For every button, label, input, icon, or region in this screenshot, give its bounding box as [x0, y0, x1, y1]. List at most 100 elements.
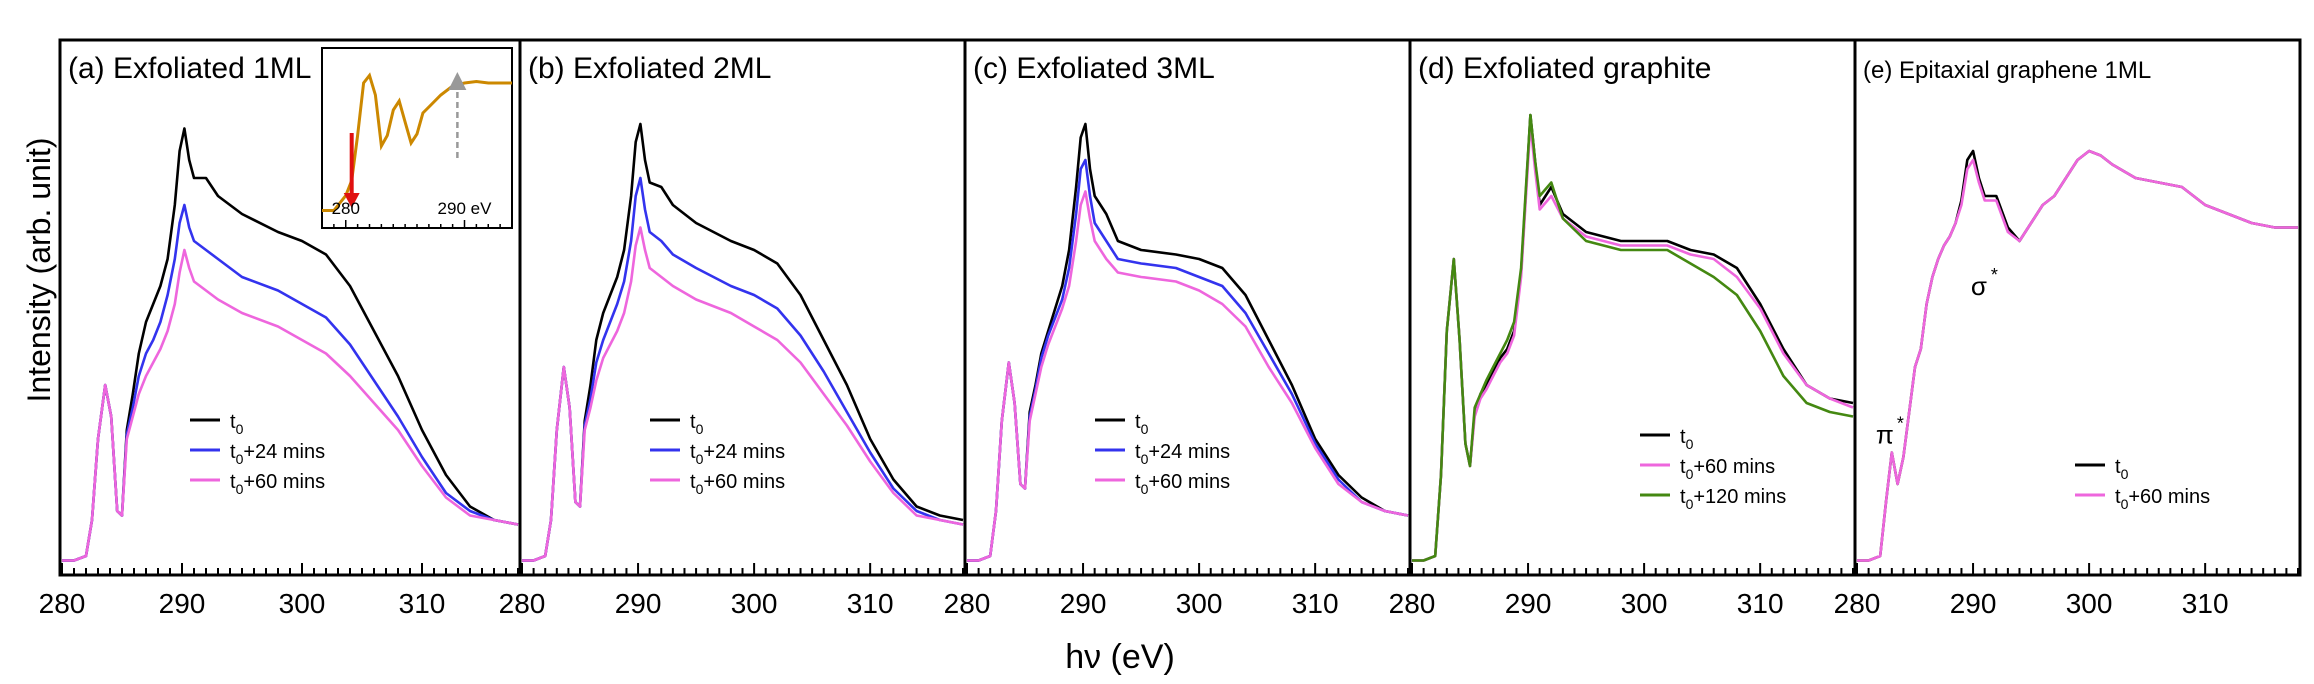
series-line-c-0: [967, 122, 1409, 562]
legend-label: t0+120 mins: [1680, 486, 1786, 512]
panel-title: (e) Epitaxial graphene 1ML: [1863, 57, 2151, 84]
x-tick-label: 300: [279, 588, 326, 619]
legend-label-t: t: [230, 411, 236, 433]
legend-label-t: t: [690, 471, 696, 493]
legend-label-rest: +60 mins: [243, 471, 325, 493]
panel-e: 280 290 300 310(e) Epitaxial graphene 1MLt0…: [1834, 38, 2302, 619]
x-axis-label: hν (eV): [1065, 638, 1175, 676]
legend-label: t0+24 mins: [230, 441, 325, 467]
gray-arrow-head-icon: [448, 72, 467, 90]
legend-label-t: t: [690, 411, 696, 433]
series-line-a-1: [62, 203, 519, 562]
x-tick-label: 310: [847, 588, 894, 619]
legend-label-rest: +60 mins: [2128, 486, 2210, 508]
series-line-e-0: [1857, 149, 2298, 562]
inset-tick-label: 280: [332, 199, 360, 218]
legend-label-sub: 0: [236, 421, 244, 437]
x-tick-label: 310: [2182, 588, 2229, 619]
legend-label-t: t: [690, 441, 696, 463]
x-tick-label: 280: [1834, 588, 1881, 619]
legend-label: t0: [690, 411, 704, 437]
legend-label-sub: 0: [696, 421, 704, 437]
x-tick-label: 300: [1176, 588, 1223, 619]
legend-label-sub: 0: [1686, 496, 1694, 512]
legend-label-rest: +24 mins: [703, 441, 785, 463]
legend-label-sub: 0: [1141, 451, 1149, 467]
series-line-a-2: [62, 248, 519, 562]
series-line-d-1: [1412, 122, 1854, 562]
series-line-c-2: [967, 190, 1409, 562]
legend-label-t: t: [2115, 456, 2121, 478]
annotation-sigma: σ: [1971, 271, 1987, 301]
legend-label: t0+60 mins: [230, 471, 325, 497]
legend-label-t: t: [1135, 471, 1141, 493]
x-tick-label: 280: [499, 588, 546, 619]
panel-title: (a) Exfoliated 1ML: [68, 52, 311, 85]
legend-label-sub: 0: [1141, 421, 1149, 437]
inset-tick-label: 290 eV: [438, 199, 493, 218]
legend-label-rest: +24 mins: [1148, 441, 1230, 463]
inset: 280 290 eV: [321, 47, 513, 229]
legend-label: t0: [1135, 411, 1149, 437]
series-line-c-1: [967, 158, 1409, 562]
legend-label-rest: +120 mins: [1693, 486, 1786, 508]
legend-label-t: t: [2115, 486, 2121, 508]
inset-line: [322, 72, 512, 212]
legend-label-sub: 0: [696, 451, 704, 467]
legend-label: t0: [230, 411, 244, 437]
legend-label-sub: 0: [236, 481, 244, 497]
x-tick-label: 290: [1505, 588, 1552, 619]
x-tick-label: 290: [1060, 588, 1107, 619]
legend-label: t0+60 mins: [1680, 456, 1775, 482]
x-tick-label: 310: [1737, 588, 1784, 619]
legend-label-sub: 0: [1141, 481, 1149, 497]
red-arrow-head-icon: [343, 193, 360, 208]
x-tick-label: 310: [1292, 588, 1339, 619]
annotation-star: *: [1991, 265, 1998, 285]
legend-label: t0+60 mins: [1135, 471, 1230, 497]
legend-label: t0+24 mins: [1135, 441, 1230, 467]
legend-label-t: t: [1135, 441, 1141, 463]
x-tick-label: 280: [944, 588, 991, 619]
legend-label-rest: +60 mins: [1693, 456, 1775, 478]
legend-label-sub: 0: [236, 451, 244, 467]
legend-label-t: t: [1680, 456, 1686, 478]
legend-label: t0: [2115, 456, 2129, 482]
panel-frame: [963, 38, 1412, 577]
legend-label-t: t: [1680, 426, 1686, 448]
x-tick-label: 280: [39, 588, 86, 619]
legend-label-t: t: [1680, 486, 1686, 508]
legend-label-sub: 0: [1686, 466, 1694, 482]
legend-label: t0+24 mins: [690, 441, 785, 467]
series-line-b-1: [522, 176, 964, 562]
x-tick-label: 280: [1389, 588, 1436, 619]
legend-label-rest: +24 mins: [243, 441, 325, 463]
annotation-pi: π: [1876, 420, 1894, 450]
series-line-d-2: [1412, 113, 1854, 562]
legend-label-t: t: [230, 441, 236, 463]
legend-label-rest: +60 mins: [1148, 471, 1230, 493]
x-tick-label: 290: [1950, 588, 1997, 619]
legend-label-sub: 0: [696, 481, 704, 497]
panel-d: 280 290 300 310(d) Exfoliated graphitet0t0+…: [1389, 38, 1857, 619]
x-tick-label: 310: [399, 588, 446, 619]
legend-label-sub: 0: [2121, 496, 2129, 512]
annotation-star: *: [1897, 414, 1904, 434]
legend-label: t0+60 mins: [2115, 486, 2210, 512]
x-tick-label: 290: [159, 588, 206, 619]
x-tick-label: 300: [731, 588, 778, 619]
legend-label-t: t: [1135, 411, 1141, 433]
y-axis-label: Intensity (arb. unit): [21, 138, 57, 403]
x-tick-label: 290: [615, 588, 662, 619]
legend-label-t: t: [230, 471, 236, 493]
legend-label: t0: [1680, 426, 1694, 452]
series-line-d-0: [1412, 113, 1854, 562]
panel-frame: [1408, 38, 1857, 577]
x-tick-label: 300: [2066, 588, 2113, 619]
panel-title: (c) Exfoliated 3ML: [973, 52, 1215, 85]
